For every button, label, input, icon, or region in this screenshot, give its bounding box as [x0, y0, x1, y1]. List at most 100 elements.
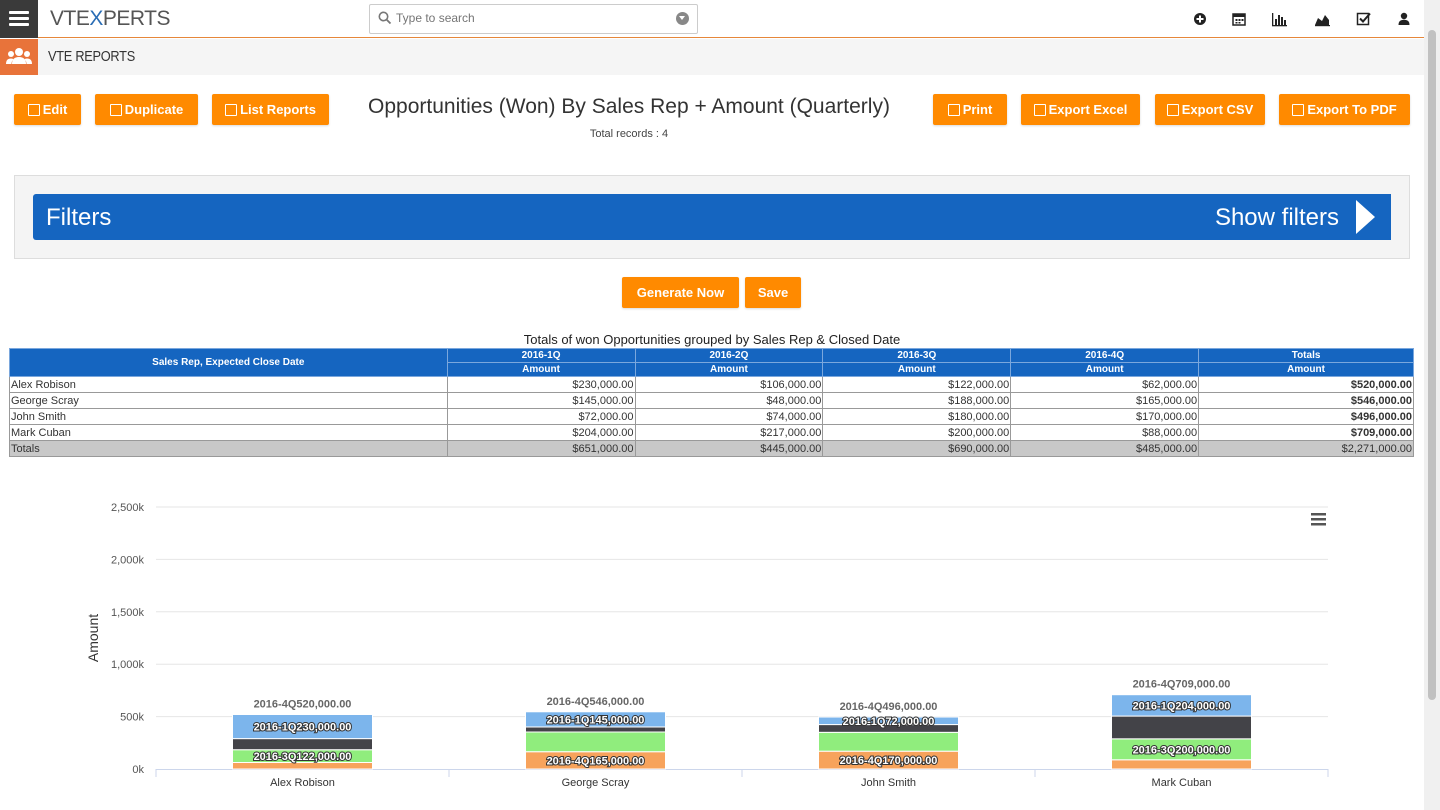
row-label: Alex Robison: [9, 376, 448, 393]
duplicate-button[interactable]: Duplicate: [95, 94, 198, 125]
users-icon[interactable]: [0, 39, 38, 75]
data-label: 2016-1Q204,000.00: [1133, 700, 1231, 712]
y-tick-label: 1,500k: [111, 607, 145, 619]
table-cell: $445,000.00: [634, 440, 824, 457]
table-cell: $651,000.00: [446, 440, 636, 457]
edit-button[interactable]: Edit: [14, 94, 81, 125]
export-icon: [1292, 103, 1305, 116]
grand-total-cell: $2,271,000.00: [1198, 440, 1414, 457]
stack-total-label: 2016-4Q520,000.00: [254, 699, 352, 711]
table-row: Alex Robison $230,000.00 $106,000.00 $12…: [9, 376, 1414, 393]
chevron-right-icon[interactable]: [1356, 200, 1375, 234]
column-header: 2016-4Q: [1010, 348, 1200, 363]
print-button[interactable]: Print: [933, 94, 1007, 125]
y-tick-label: 2,000k: [111, 554, 145, 566]
row-label: Mark Cuban: [9, 424, 448, 441]
filters-label: Filters: [46, 204, 112, 231]
column-subheader: Amount: [446, 362, 636, 377]
stack-total-label: 2016-4Q496,000.00: [840, 701, 938, 713]
export-pdf-button[interactable]: Export To PDF: [1279, 94, 1410, 125]
table-cell: $170,000.00: [1010, 408, 1200, 425]
y-tick-label: 0k: [132, 764, 144, 776]
area-chart-icon[interactable]: [1314, 11, 1330, 27]
print-icon: [947, 103, 960, 116]
search-dropdown-icon[interactable]: [676, 12, 689, 25]
global-search[interactable]: [369, 4, 698, 34]
data-label: 2016-4Q165,000.00: [547, 755, 645, 767]
save-button[interactable]: Save: [745, 277, 801, 308]
export-excel-button[interactable]: Export Excel: [1021, 94, 1140, 125]
hamburger-menu-icon[interactable]: [0, 0, 38, 38]
table-cell: $106,000.00: [634, 376, 824, 393]
x-tick-label: Alex Robison: [270, 777, 335, 789]
table-cell: $180,000.00: [822, 408, 1012, 425]
x-tick-label: George Scray: [562, 777, 630, 789]
column-subheader: Amount: [634, 362, 824, 377]
table-cell: $690,000.00: [822, 440, 1012, 457]
table-row: John Smith $72,000.00 $74,000.00 $180,00…: [9, 408, 1414, 425]
y-tick-label: 500k: [120, 712, 144, 724]
tasks-icon[interactable]: [1356, 11, 1372, 27]
column-header: 2016-1Q: [446, 348, 636, 363]
y-axis-label: Amount: [85, 614, 101, 662]
row-header: Sales Rep, Expected Close Date: [9, 348, 448, 377]
search-input[interactable]: [396, 11, 666, 25]
table-caption: Totals of won Opportunities grouped by S…: [523, 332, 901, 347]
show-filters-label[interactable]: Show filters: [1214, 204, 1339, 231]
table-cell: $122,000.00: [822, 376, 1012, 393]
bar-segment: [1111, 715, 1252, 740]
y-tick-label: 2,500k: [111, 502, 145, 514]
export-csv-button[interactable]: Export CSV: [1155, 94, 1265, 125]
column-header: Totals: [1198, 348, 1414, 363]
chart-menu-icon: [1311, 523, 1326, 526]
search-icon: [378, 11, 392, 25]
table-cell: $217,000.00: [634, 424, 824, 441]
table-cell: $165,000.00: [1010, 392, 1200, 409]
calendar-icon[interactable]: [1231, 11, 1247, 27]
module-title[interactable]: VTE REPORTS: [48, 48, 135, 65]
table-cell: $88,000.00: [1010, 424, 1200, 441]
bar-segment: [525, 731, 666, 753]
row-total-cell: $496,000.00: [1198, 408, 1414, 425]
x-tick-label: Mark Cuban: [1152, 777, 1212, 789]
bar-segment: [525, 711, 666, 728]
table-cell: $62,000.00: [1010, 376, 1200, 393]
column-header: 2016-2Q: [634, 348, 824, 363]
table-cell: $188,000.00: [822, 392, 1012, 409]
data-label: 2016-4Q170,000.00: [840, 755, 938, 767]
filters-toggle-bar[interactable]: Filters Show filters: [33, 194, 1391, 240]
chart-menu-icon: [1311, 513, 1326, 516]
row-label: George Scray: [9, 392, 448, 409]
table-cell: $204,000.00: [446, 424, 636, 441]
stacked-bar-chart: 0k 500k 1,000k 1,500k 2,000k 2,500k Amount Alex…: [85, 502, 1329, 789]
bar-chart-icon[interactable]: [1271, 11, 1287, 27]
scrollbar-thumb[interactable]: [1428, 30, 1436, 700]
export-icon: [1033, 103, 1046, 116]
row-total-cell: $520,000.00: [1198, 376, 1414, 393]
user-icon[interactable]: [1396, 11, 1412, 27]
edit-icon: [27, 103, 40, 116]
table-cell: $230,000.00: [446, 376, 636, 393]
app-logo[interactable]: VTEXPERTS: [50, 7, 171, 30]
totals-row: Totals $651,000.00 $445,000.00 $690,000.…: [9, 440, 1414, 457]
table-row: George Scray $145,000.00 $48,000.00 $188…: [9, 392, 1414, 409]
report-title: Opportunities (Won) By Sales Rep + Amoun…: [368, 95, 890, 118]
list-reports-button[interactable]: List Reports: [212, 94, 329, 125]
column-subheader: Amount: [822, 362, 1012, 377]
row-label: John Smith: [9, 408, 448, 425]
plus-circle-icon[interactable]: [1192, 11, 1208, 27]
data-label: 2016-1Q145,000.00: [547, 714, 645, 726]
column-subheader: Amount: [1010, 362, 1200, 377]
row-label: Totals: [9, 440, 448, 457]
list-icon: [225, 103, 238, 116]
table-cell: $48,000.00: [634, 392, 824, 409]
table-row: Mark Cuban $204,000.00 $217,000.00 $200,…: [9, 424, 1414, 441]
bar-segment: [1111, 759, 1252, 770]
data-label: 2016-3Q200,000.00: [1133, 744, 1231, 756]
column-subheader: Amount: [1198, 362, 1414, 377]
x-tick-label: John Smith: [861, 777, 916, 789]
total-records: Total records : 4: [589, 128, 669, 140]
generate-now-button[interactable]: Generate Now: [622, 277, 739, 308]
top-navbar: VTEXPERTS: [0, 0, 1424, 38]
page-scrollbar[interactable]: [1424, 0, 1440, 810]
